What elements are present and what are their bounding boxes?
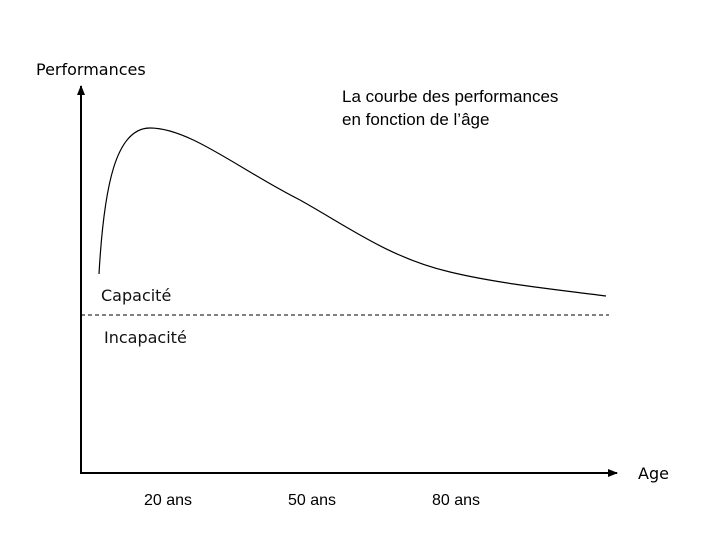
diagram-title: La courbe des performances en fonction d… — [342, 85, 558, 131]
title-line-1: La courbe des performances — [342, 87, 559, 106]
x-tick-label: 80 ans — [432, 492, 481, 509]
x-tick-label: 50 ans — [288, 492, 337, 509]
x-tick-label: 20 ans — [144, 492, 193, 509]
y-axis-label: Performances — [36, 60, 146, 79]
performance-curve — [98, 127, 607, 297]
incapacity-label: Incapacité — [104, 328, 187, 347]
x-axis-label: Age — [638, 464, 669, 483]
title-line-2: en fonction de l’âge — [342, 110, 490, 129]
capacity-label: Capacité — [101, 286, 172, 305]
